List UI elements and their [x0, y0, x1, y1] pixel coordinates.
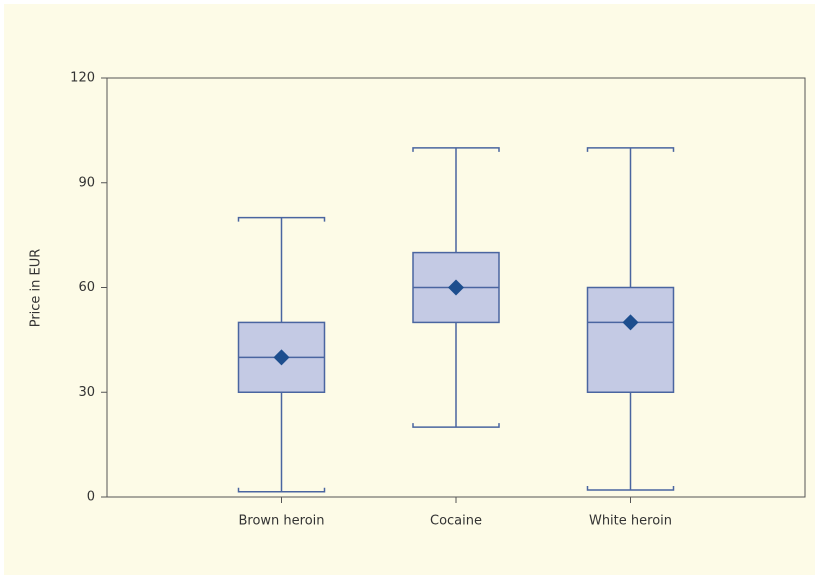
y-tick-label: 60 [78, 280, 95, 295]
y-tick-label: 120 [70, 71, 95, 86]
whisker-cap [237, 487, 326, 493]
background [4, 4, 815, 575]
mean-marker [273, 349, 290, 366]
mean-marker [448, 279, 464, 296]
whisker-cap [237, 216, 326, 222]
box [586, 286, 675, 393]
x-tick-label: White heroin [589, 514, 672, 529]
y-tick-label: 30 [78, 385, 95, 400]
whisker-cap [586, 486, 675, 491]
whisker-cap [412, 147, 500, 152]
y-tick-label: 0 [87, 490, 95, 505]
x-tick-label: Cocaine [430, 514, 482, 529]
whisker-cap [586, 147, 675, 152]
x-tick-label: Brown heroin [238, 514, 324, 529]
y-axis-label: Price in EUR [29, 249, 44, 328]
whisker-cap [412, 423, 500, 428]
y-tick-label: 90 [78, 175, 95, 190]
mean-marker [622, 314, 639, 331]
